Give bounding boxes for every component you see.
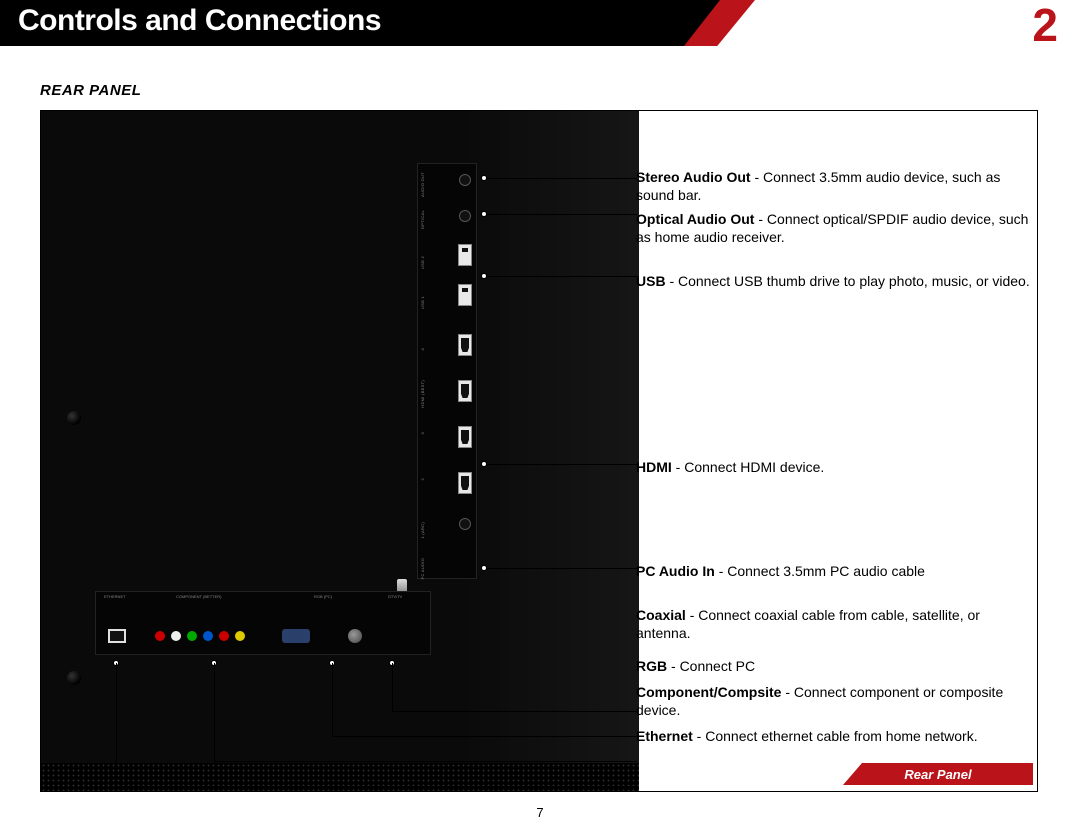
leader-line <box>487 214 637 215</box>
leader-line <box>487 464 637 465</box>
port-hdmi4 <box>458 334 472 356</box>
label-hdmi4: 4 <box>420 348 425 351</box>
page-title: Controls and Connections <box>18 4 381 38</box>
screw-icon <box>67 411 81 425</box>
port-description: RGB - Connect PC <box>636 657 1036 675</box>
leader-line <box>392 663 393 711</box>
port-vga <box>282 629 310 643</box>
port-description: Optical Audio Out - Connect optical/SPDI… <box>636 210 1036 247</box>
label-usb2: USB 2 <box>420 256 425 269</box>
label-rgb: RGB (PC) <box>314 594 332 599</box>
leader-line <box>214 761 637 762</box>
side-port-block: AUDIO OUT OPTICAL USB 2 USB 1 4 HDMI (BE… <box>417 163 477 579</box>
label-hdmi1-arc: 1 (ARC) <box>420 522 425 539</box>
port-hdmi1 <box>458 472 472 494</box>
label-dtv: DTV/TV <box>388 594 402 599</box>
port-description: USB - Connect USB thumb drive to play ph… <box>636 272 1036 290</box>
port-ethernet <box>108 629 126 643</box>
port-stereo-out <box>459 174 471 186</box>
caption-tab: Rear Panel <box>843 763 1033 785</box>
section-title: REAR PANEL <box>40 82 141 99</box>
bottom-port-block: ETHERNET COMPONENT (BETTER) RGB (PC) DTV… <box>95 591 431 655</box>
leader-line <box>487 178 637 179</box>
port-description: Component/Compsite - Connect component o… <box>636 683 1036 720</box>
leader-line <box>392 711 637 712</box>
port-usb1 <box>458 284 472 306</box>
label-optical: OPTICAL <box>420 210 425 229</box>
port-pc-audio <box>459 518 471 530</box>
label-hdmi2: 2 <box>420 478 425 481</box>
port-hdmi2 <box>458 426 472 448</box>
port-description: Ethernet - Connect ethernet cable from h… <box>636 727 1036 745</box>
label-pc-audio: PC AUDIO <box>420 558 425 580</box>
port-hdmi3 <box>458 380 472 402</box>
leader-line <box>332 736 637 737</box>
bottom-port-rail <box>104 626 422 646</box>
port-rca-white <box>171 631 181 641</box>
leader-line <box>487 276 637 277</box>
port-optical <box>459 210 471 222</box>
page-number: 7 <box>536 805 543 820</box>
leader-line <box>116 786 637 787</box>
port-usb2 <box>458 244 472 266</box>
tv-rear-panel: AUDIO OUT OPTICAL USB 2 USB 1 4 HDMI (BE… <box>41 111 639 791</box>
port-description: Stereo Audio Out - Connect 3.5mm audio d… <box>636 168 1036 205</box>
port-description: PC Audio In - Connect 3.5mm PC audio cab… <box>636 562 1036 580</box>
side-port-label-rail: AUDIO OUT OPTICAL USB 2 USB 1 4 HDMI (BE… <box>420 170 430 574</box>
port-rca-yellow <box>235 631 245 641</box>
port-rca-green <box>187 631 197 641</box>
label-hdmi-best: HDMI (BEST) <box>420 380 425 408</box>
port-rca-red2 <box>219 631 229 641</box>
leader-line <box>332 663 333 736</box>
port-description: Coaxial - Connect coaxial cable from cab… <box>636 606 1036 643</box>
screw-icon <box>67 671 81 685</box>
side-port-rail <box>458 170 472 574</box>
header-bar: Controls and Connections <box>0 0 720 46</box>
port-coax <box>348 629 362 643</box>
leader-line <box>116 663 117 786</box>
chapter-number: 2 <box>1032 0 1058 52</box>
leader-line <box>214 663 215 761</box>
label-usb1: USB 1 <box>420 296 425 309</box>
port-rca-blue <box>203 631 213 641</box>
label-ethernet: ETHERNET <box>104 594 126 599</box>
port-description: HDMI - Connect HDMI device. <box>636 458 1036 476</box>
label-component: COMPONENT (BETTER) <box>176 594 221 599</box>
leader-line <box>487 568 637 569</box>
port-rca-red <box>155 631 165 641</box>
label-hdmi3: 3 <box>420 432 425 435</box>
label-audio-out: AUDIO OUT <box>420 172 425 197</box>
